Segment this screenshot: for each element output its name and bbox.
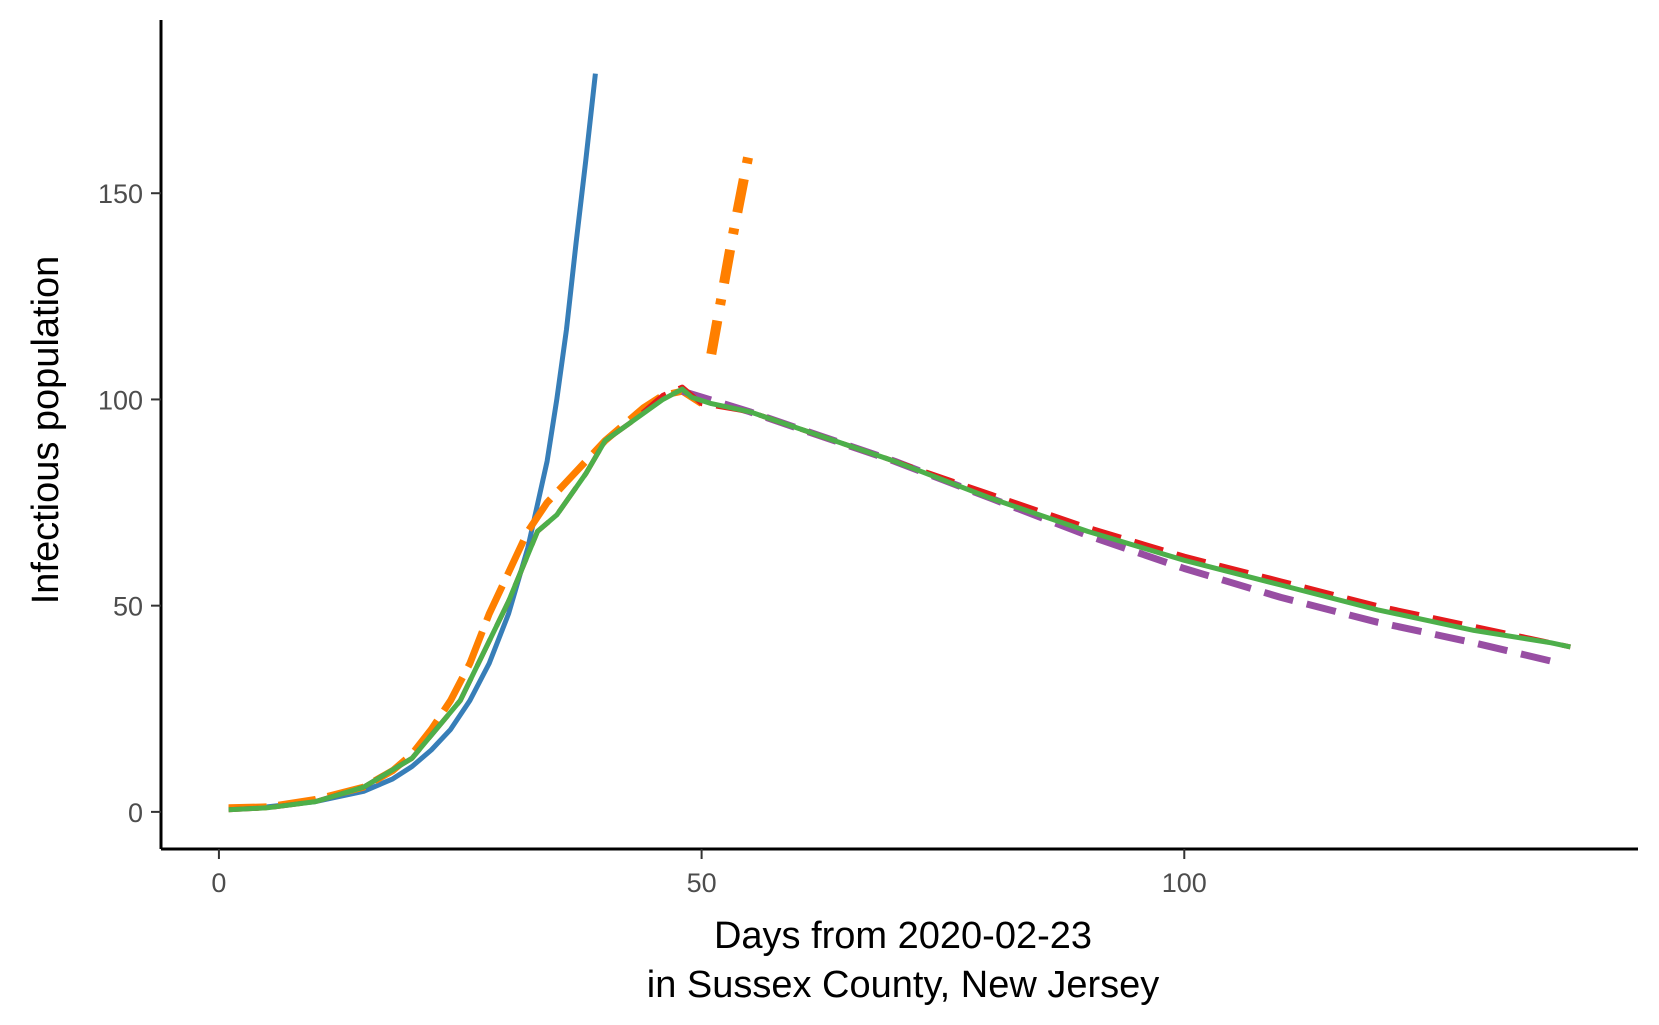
series-line-2	[228, 387, 704, 812]
series-line-6	[228, 386, 1571, 813]
x-axis-title-line2: in Sussex County, New Jersey	[647, 964, 1160, 1006]
x-tick-label: 50	[687, 868, 717, 898]
y-tick-label: 0	[128, 798, 143, 828]
series-line-5	[228, 384, 1571, 813]
y-axis-title: Infectious population	[25, 256, 67, 605]
x-tick-label: 100	[1162, 868, 1207, 898]
tick-layer: 0 50 100 0 50 100 150	[98, 179, 1207, 898]
y-tick-label: 100	[98, 385, 143, 415]
y-tick-label: 50	[113, 592, 143, 622]
series-line-1	[228, 73, 598, 811]
x-tick-label: 0	[211, 868, 226, 898]
series-line-3	[706, 146, 755, 355]
series-layer	[228, 73, 1571, 813]
x-axis-title-line1: Days from 2020-02-23	[714, 915, 1092, 957]
y-tick-label: 150	[98, 179, 143, 209]
